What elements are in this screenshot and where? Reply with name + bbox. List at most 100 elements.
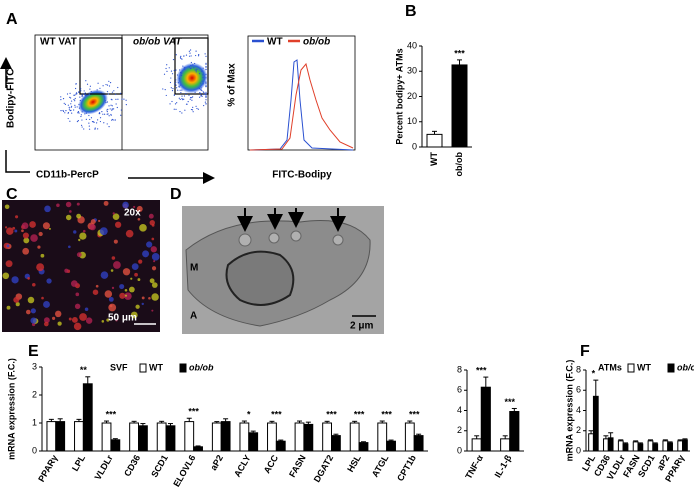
flow-dot	[70, 106, 72, 108]
bar	[426, 133, 443, 148]
x-tick-label: ACLY	[232, 453, 253, 479]
cell-dot	[15, 302, 20, 307]
flow-dot	[90, 90, 92, 93]
flow-dot	[188, 66, 191, 68]
bar	[138, 425, 148, 452]
cell-dot	[122, 201, 129, 209]
flow-dot	[70, 100, 73, 102]
bar	[652, 443, 659, 452]
flow-dot	[85, 118, 87, 120]
significance: ***	[271, 410, 282, 420]
x-tick-label: ACC	[262, 453, 281, 475]
flow-dot	[199, 82, 201, 84]
x-axis-label: FITC-Bodipy	[272, 170, 332, 181]
y-tick-label: 30	[407, 66, 417, 76]
cell-dot	[151, 266, 157, 271]
flow-dot	[195, 105, 197, 107]
flow-dot	[108, 80, 110, 82]
flow-dot	[176, 102, 178, 104]
panel-letter: C	[6, 186, 18, 203]
cell-dot	[108, 303, 117, 312]
cell-dot	[101, 320, 105, 323]
flow-dot	[74, 97, 76, 100]
flow-dot	[99, 87, 101, 89]
flow-dot	[106, 113, 108, 115]
x-tick-label: CPT1b	[395, 453, 418, 483]
flow-dot	[105, 102, 107, 104]
significance: ***	[106, 409, 117, 419]
bar	[349, 422, 360, 452]
cell-dot	[78, 238, 81, 242]
cell-dot	[43, 301, 50, 308]
flow-dot	[185, 54, 188, 56]
flow-dot	[202, 76, 204, 79]
flow-dot	[183, 55, 185, 57]
flow-dot	[172, 87, 174, 90]
flow-dot	[199, 92, 201, 94]
cell-dot	[79, 232, 87, 240]
x-tick-label: CD36	[122, 453, 142, 478]
flow-dot	[170, 87, 172, 89]
x-tick-label: ATGL	[370, 453, 391, 479]
flow-dot	[187, 101, 189, 103]
cell-dot	[99, 227, 108, 236]
flow-dot	[107, 108, 109, 110]
cell-dot	[84, 307, 89, 312]
x-tick-label: LPL	[70, 453, 87, 473]
cell-dot	[133, 205, 136, 209]
cell-dot	[48, 227, 51, 230]
x-tick-label: FASN	[287, 453, 308, 479]
cell-dot	[130, 277, 133, 280]
cell-dot	[137, 217, 141, 221]
flow-dot	[205, 66, 207, 68]
flow-dot	[163, 73, 166, 75]
flow-dot	[64, 112, 66, 114]
flow-dot	[80, 88, 82, 90]
flow-dot	[205, 68, 207, 70]
bar	[74, 421, 84, 452]
cell-dot	[141, 296, 145, 300]
y-tick-label: 10	[407, 116, 417, 126]
cell-dot	[73, 230, 77, 234]
flow-dot	[66, 93, 69, 95]
y-axis-label: Bodipy-FITC	[6, 69, 17, 128]
flow-dot	[170, 70, 173, 72]
cell-dot	[65, 214, 72, 221]
significance: **	[80, 365, 88, 375]
plot-title: ob/ob VAT	[133, 37, 182, 48]
x-tick-label: VLDLr	[93, 453, 115, 482]
flow-dot	[110, 104, 112, 106]
lipid-droplet	[290, 230, 302, 242]
flow-dot	[175, 54, 177, 56]
plot-title: WT VAT	[40, 37, 77, 48]
bar	[184, 421, 195, 452]
cell-dot	[111, 286, 115, 290]
bar	[331, 435, 341, 452]
flow-dot	[96, 122, 98, 124]
cell-dot	[79, 313, 87, 321]
flow-dot	[83, 90, 85, 92]
flow-dot	[88, 122, 90, 124]
cell-dot	[151, 282, 158, 288]
flow-dot	[205, 91, 207, 94]
label-m: M	[190, 263, 198, 274]
magnification: 20x	[124, 208, 141, 219]
flow-dot	[180, 91, 182, 94]
flow-dot	[175, 69, 177, 71]
flow-dot	[106, 111, 108, 113]
cell-dot	[37, 245, 41, 249]
flow-dot	[199, 72, 201, 75]
flow-dot	[201, 95, 203, 97]
flow-dot	[92, 121, 94, 123]
y-tick-label: 2	[32, 389, 37, 399]
flow-dot	[81, 95, 83, 97]
cell-dot	[103, 200, 109, 206]
flow-dot	[184, 109, 186, 111]
x-tick-label: TNF-α	[463, 453, 485, 481]
cell-dot	[139, 224, 147, 232]
flow-dot	[179, 69, 181, 71]
cell-dot	[25, 309, 31, 315]
cell-dot	[124, 294, 128, 297]
flow-dot	[194, 62, 196, 65]
flow-dot	[106, 123, 108, 125]
